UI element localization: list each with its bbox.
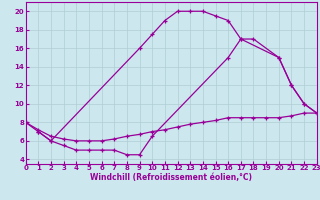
X-axis label: Windchill (Refroidissement éolien,°C): Windchill (Refroidissement éolien,°C) — [90, 173, 252, 182]
